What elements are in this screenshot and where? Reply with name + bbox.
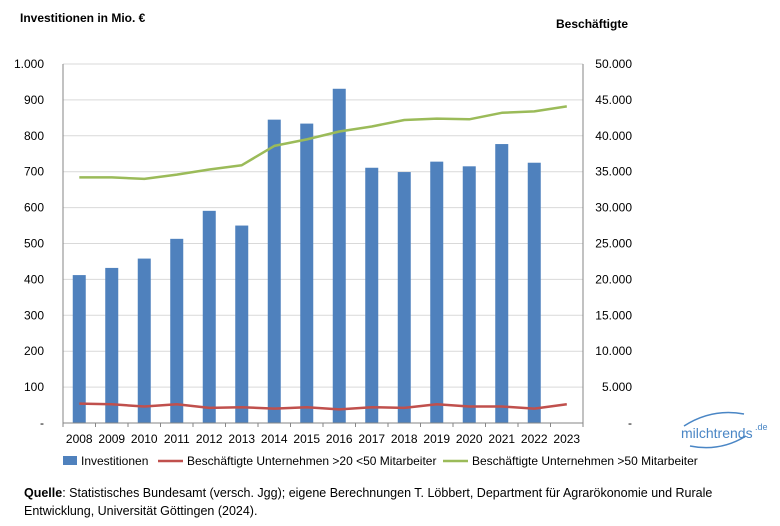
bar-investitionen (397, 172, 411, 423)
x-tick-label: 2021 (488, 432, 515, 446)
line-series (79, 105, 567, 411)
right-axis-title: Beschäftigte (556, 17, 628, 31)
x-tick-label: 2015 (293, 432, 320, 446)
left-tick-label: 500 (24, 237, 44, 251)
bar-investitionen (300, 123, 314, 424)
left-tick-label: 900 (24, 93, 44, 107)
x-tick-label: 2014 (261, 432, 288, 446)
bar-investitionen (72, 275, 86, 423)
x-tick-label: 2012 (196, 432, 223, 446)
bar-series-investitionen (72, 88, 541, 424)
axes: - 100 200 300 400 500 600 700 800 900 1.000 - 5.000 1… (14, 57, 632, 446)
bar-investitionen (267, 119, 281, 424)
left-tick-label: - (40, 416, 44, 430)
right-tick-label: 25.000 (595, 237, 632, 251)
legend-swatch (63, 456, 77, 465)
left-tick-label: 800 (24, 129, 44, 143)
series-line (79, 105, 567, 181)
x-tick-label: 2023 (553, 432, 580, 446)
x-tick-label: 2018 (391, 432, 418, 446)
x-tick-label: 2016 (326, 432, 353, 446)
right-tick-label: 20.000 (595, 272, 632, 286)
series-line (79, 402, 567, 411)
right-tick-label: 40.000 (595, 129, 632, 143)
logo-swoosh-bottom (689, 435, 747, 449)
bar-investitionen (365, 167, 379, 423)
right-tick-label: 5.000 (602, 380, 632, 394)
bar-investitionen (170, 238, 184, 423)
x-tick-label: 2013 (228, 432, 255, 446)
left-tick-label: 1.000 (14, 57, 44, 71)
logo-swoosh-top (683, 411, 745, 427)
x-tick-label: 2020 (456, 432, 483, 446)
right-tick-label: 30.000 (595, 201, 632, 215)
bar-investitionen (495, 144, 509, 423)
bar-investitionen (430, 161, 444, 423)
left-tick-label: 400 (24, 272, 44, 286)
left-tick-label: 600 (24, 201, 44, 215)
bar-investitionen (235, 225, 249, 423)
left-tick-label: 100 (24, 380, 44, 394)
right-tick-label: 50.000 (595, 57, 632, 71)
right-tick-label: 15.000 (595, 308, 632, 322)
bar-investitionen (105, 267, 119, 423)
chart: Investitionen in Mio. € Beschäftigte - 10… (14, 11, 768, 468)
left-axis-title: Investitionen in Mio. € (20, 11, 146, 25)
x-tick-label: 2017 (358, 432, 385, 446)
legend-label: Investitionen (81, 454, 148, 468)
logo-suffix: .de (755, 422, 768, 432)
bar-investitionen (462, 166, 476, 423)
source-note: Quelle: Statistisches Bundesamt (versch.… (24, 484, 764, 520)
x-tick-label: 2009 (98, 432, 125, 446)
right-tick-label: 45.000 (595, 93, 632, 107)
bar-investitionen (202, 210, 216, 423)
legend: Investitionen Beschäftigte Unternehmen >2… (63, 454, 698, 468)
bar-investitionen (527, 162, 541, 423)
bar-investitionen (137, 258, 151, 423)
milchtrends-logo: milchtrends .de (681, 411, 768, 449)
x-tick-label: 2019 (423, 432, 450, 446)
left-tick-label: 200 (24, 344, 44, 358)
x-tick-label: 2008 (66, 432, 93, 446)
logo-text: milchtrends (681, 425, 753, 441)
right-tick-label: - (628, 416, 632, 430)
legend-label: Beschäftigte Unternehmen >20 <50 Mitarbe… (187, 454, 436, 468)
x-tick-label: 2011 (164, 432, 190, 446)
right-tick-label: 10.000 (595, 344, 632, 358)
source-label: Quelle (24, 486, 63, 500)
left-tick-label: 700 (24, 165, 44, 179)
source-text: : Statistisches Bundesamt (versch. Jgg);… (24, 486, 713, 518)
left-tick-label: 300 (24, 308, 44, 322)
right-tick-label: 35.000 (595, 165, 632, 179)
legend-label: Beschäftigte Unternehmen >50 Mitarbeiter (472, 454, 698, 468)
x-tick-label: 2022 (521, 432, 548, 446)
bar-investitionen (332, 88, 346, 423)
x-tick-label: 2010 (131, 432, 158, 446)
